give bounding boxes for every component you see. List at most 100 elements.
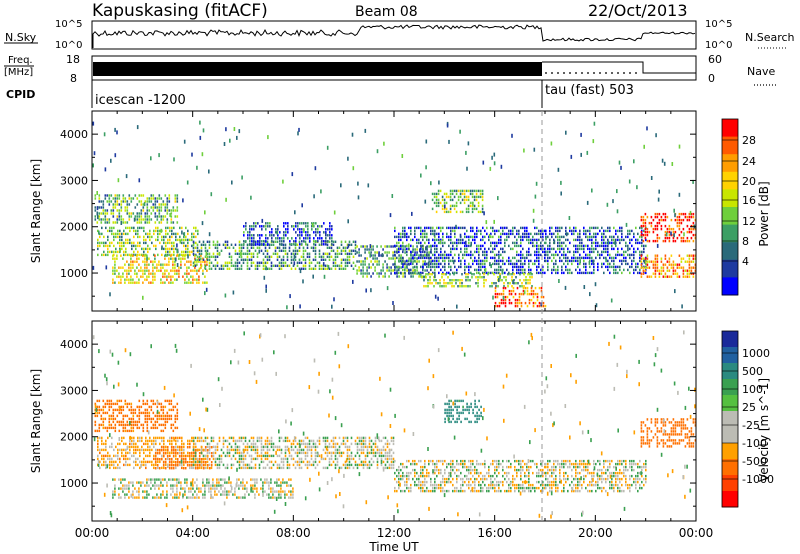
echo-cell xyxy=(192,448,195,452)
echo-cell xyxy=(177,238,179,242)
echo-cell xyxy=(176,221,179,224)
echo-cell xyxy=(370,266,372,269)
echo-cell xyxy=(561,241,563,245)
echo-cell xyxy=(561,247,563,251)
echo-cell xyxy=(654,269,657,272)
echo-cell xyxy=(98,423,101,427)
echo-cell xyxy=(366,266,368,269)
echo-cell xyxy=(620,165,622,170)
echo-cell xyxy=(433,276,435,279)
echo-cell xyxy=(528,268,530,272)
echo-cell xyxy=(248,466,251,470)
echo-cell xyxy=(484,241,486,245)
echo-cell xyxy=(128,487,130,490)
echo-cell xyxy=(528,247,530,251)
echo-cell xyxy=(434,268,436,272)
echo-cell xyxy=(208,463,211,467)
echo-cell xyxy=(182,198,184,203)
echo-cell xyxy=(435,282,437,285)
echo-cell xyxy=(168,461,171,464)
echo-cell xyxy=(158,206,161,209)
echo-cell xyxy=(295,240,297,243)
echo-cell xyxy=(640,218,643,222)
echo-cell xyxy=(597,253,599,257)
echo-cell xyxy=(471,195,474,199)
echo-cell xyxy=(633,235,635,239)
echo-cell xyxy=(654,272,657,275)
echo-cell xyxy=(214,460,217,464)
echo-cell xyxy=(137,457,139,461)
echo-cell xyxy=(181,226,183,230)
echo-cell xyxy=(112,420,115,424)
echo-cell xyxy=(619,265,621,269)
echo-cell xyxy=(471,192,474,196)
echo-cell xyxy=(456,304,458,309)
echo-cell xyxy=(138,194,141,197)
echo-cell xyxy=(189,460,191,464)
echo-cell xyxy=(650,260,653,263)
echo-cell xyxy=(169,454,171,458)
echo-cell xyxy=(104,197,107,200)
echo-cell xyxy=(297,222,299,225)
echo-cell xyxy=(522,238,524,242)
echo-cell xyxy=(128,215,131,218)
echo-cell xyxy=(524,226,526,230)
echo-cell xyxy=(416,226,418,230)
echo-cell xyxy=(220,460,223,464)
echo-cell xyxy=(442,256,444,260)
echo-cell xyxy=(206,263,208,266)
echo-cell xyxy=(593,271,595,275)
echo-cell xyxy=(148,405,151,409)
echo-cell xyxy=(482,235,484,239)
echo-cell xyxy=(110,194,113,197)
echo-cell xyxy=(473,189,476,193)
echo-cell xyxy=(279,231,281,234)
echo-cell xyxy=(224,466,227,470)
echo-cell xyxy=(319,237,321,240)
echo-cell xyxy=(97,445,99,449)
echo-cell xyxy=(97,436,99,440)
echo-cell xyxy=(478,244,480,248)
echo-cell xyxy=(650,221,653,225)
echo-cell xyxy=(607,238,609,242)
echo-cell xyxy=(450,259,452,263)
echo-cell xyxy=(111,463,113,467)
echo-cell xyxy=(682,218,685,222)
echo-cell xyxy=(512,232,514,236)
echo-cell xyxy=(443,201,446,205)
echo-cell xyxy=(192,455,195,458)
echo-cell xyxy=(150,426,153,430)
echo-cell xyxy=(308,267,311,270)
echo-cell xyxy=(170,487,172,490)
echo-cell xyxy=(611,238,613,242)
echo-cell xyxy=(276,252,279,255)
echo-cell xyxy=(153,466,155,470)
echo-cell xyxy=(130,197,133,200)
echo-cell xyxy=(176,490,178,493)
echo-cell xyxy=(176,263,179,267)
echo-cell xyxy=(101,463,103,467)
echo-cell xyxy=(176,243,178,248)
echo-cell xyxy=(534,301,537,305)
echo-cell xyxy=(115,232,117,236)
echo-cell xyxy=(569,241,571,245)
echo-cell xyxy=(346,261,349,264)
echo-cell xyxy=(214,484,216,487)
echo-cell xyxy=(390,269,392,272)
echo-cell xyxy=(264,457,267,461)
echo-cell xyxy=(469,204,472,208)
echo-cell xyxy=(480,244,482,248)
echo-cell xyxy=(178,496,180,499)
echo-cell xyxy=(244,258,247,261)
echo-cell xyxy=(319,225,321,228)
echo-cell xyxy=(470,226,472,230)
echo-cell xyxy=(656,227,659,231)
echo-cell xyxy=(94,423,97,427)
echo-cell xyxy=(109,445,111,449)
echo-cell xyxy=(172,484,174,487)
echo-cell xyxy=(327,234,329,237)
echo-cell xyxy=(166,212,169,215)
echo-cell xyxy=(197,436,199,440)
echo-cell xyxy=(472,259,474,263)
echo-cell xyxy=(133,436,135,440)
